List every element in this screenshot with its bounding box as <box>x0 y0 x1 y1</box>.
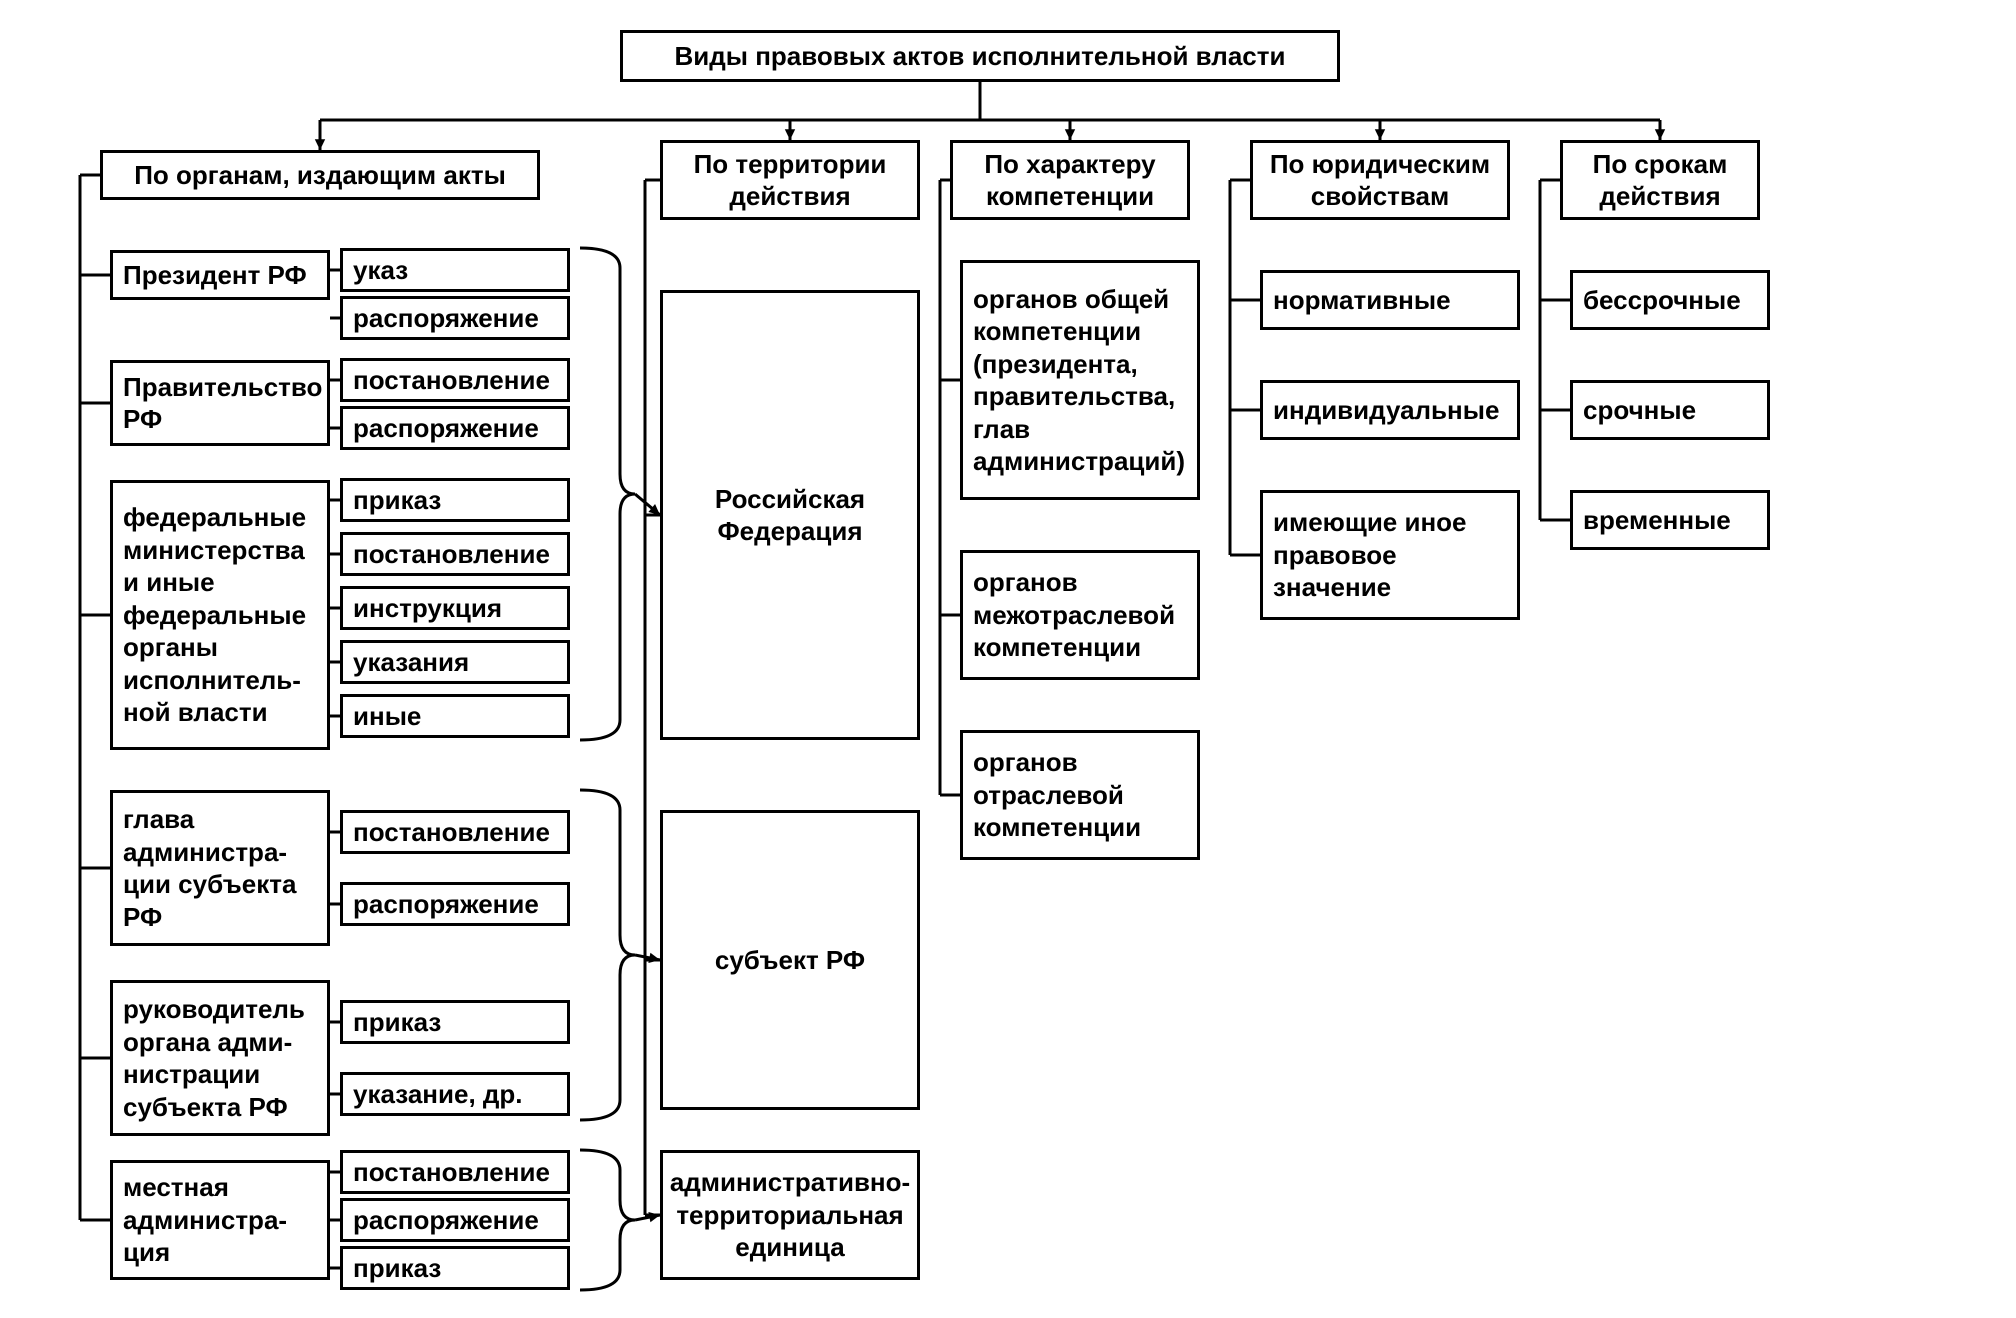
competence-item-0: органов общей компетенции (президента, п… <box>960 260 1200 500</box>
issuer-4-act-0: приказ <box>340 1000 570 1044</box>
branch-header-4: По срокам действия <box>1560 140 1760 220</box>
issuer-5: местная администра­ция <box>110 1160 330 1280</box>
issuer-2-act-4: иные <box>340 694 570 738</box>
issuer-2-act-1: постановление <box>340 532 570 576</box>
branch-header-2: По характеру компетенции <box>950 140 1190 220</box>
issuer-2-act-0: приказ <box>340 478 570 522</box>
issuer-2-act-3: указания <box>340 640 570 684</box>
territory-item-1: субъект РФ <box>660 810 920 1110</box>
branch-header-0: По органам, издающим акты <box>100 150 540 200</box>
issuer-5-act-0: постановление <box>340 1150 570 1194</box>
issuer-0-act-0: указ <box>340 248 570 292</box>
legal-item-1: индивидуальные <box>1260 380 1520 440</box>
territory-item-2: административно-территориальная единица <box>660 1150 920 1280</box>
issuer-2: федеральные министерства и иные федераль… <box>110 480 330 750</box>
issuer-1: Правительство РФ <box>110 360 330 446</box>
root-title: Виды правовых актов исполнительной власт… <box>620 30 1340 82</box>
issuer-3-act-0: постановление <box>340 810 570 854</box>
issuer-5-act-1: распоряжение <box>340 1198 570 1242</box>
duration-item-2: временные <box>1570 490 1770 550</box>
competence-item-1: органов межотраслевой компетенции <box>960 550 1200 680</box>
issuer-5-act-2: приказ <box>340 1246 570 1290</box>
issuer-3: глава администра­ции субъекта РФ <box>110 790 330 946</box>
issuer-1-act-0: постановление <box>340 358 570 402</box>
issuer-4-act-1: указание, др. <box>340 1072 570 1116</box>
issuer-0: Президент РФ <box>110 250 330 300</box>
territory-item-0: Российская Федерация <box>660 290 920 740</box>
duration-item-1: срочные <box>1570 380 1770 440</box>
duration-item-0: бессрочные <box>1570 270 1770 330</box>
issuer-3-act-1: распоряжение <box>340 882 570 926</box>
issuer-4: руководитель органа адми­нистрации субъе… <box>110 980 330 1136</box>
issuer-2-act-2: инструкция <box>340 586 570 630</box>
competence-item-2: органов отраслевой компетенции <box>960 730 1200 860</box>
legal-item-0: нормативные <box>1260 270 1520 330</box>
branch-header-3: По юридическим свойствам <box>1250 140 1510 220</box>
diagram-root: Виды правовых актов исполнительной власт… <box>20 20 2016 1298</box>
branch-header-1: По территории действия <box>660 140 920 220</box>
legal-item-2: имеющие иное правовое значение <box>1260 490 1520 620</box>
issuer-0-act-1: распоряжение <box>340 296 570 340</box>
issuer-1-act-1: распоряжение <box>340 406 570 450</box>
